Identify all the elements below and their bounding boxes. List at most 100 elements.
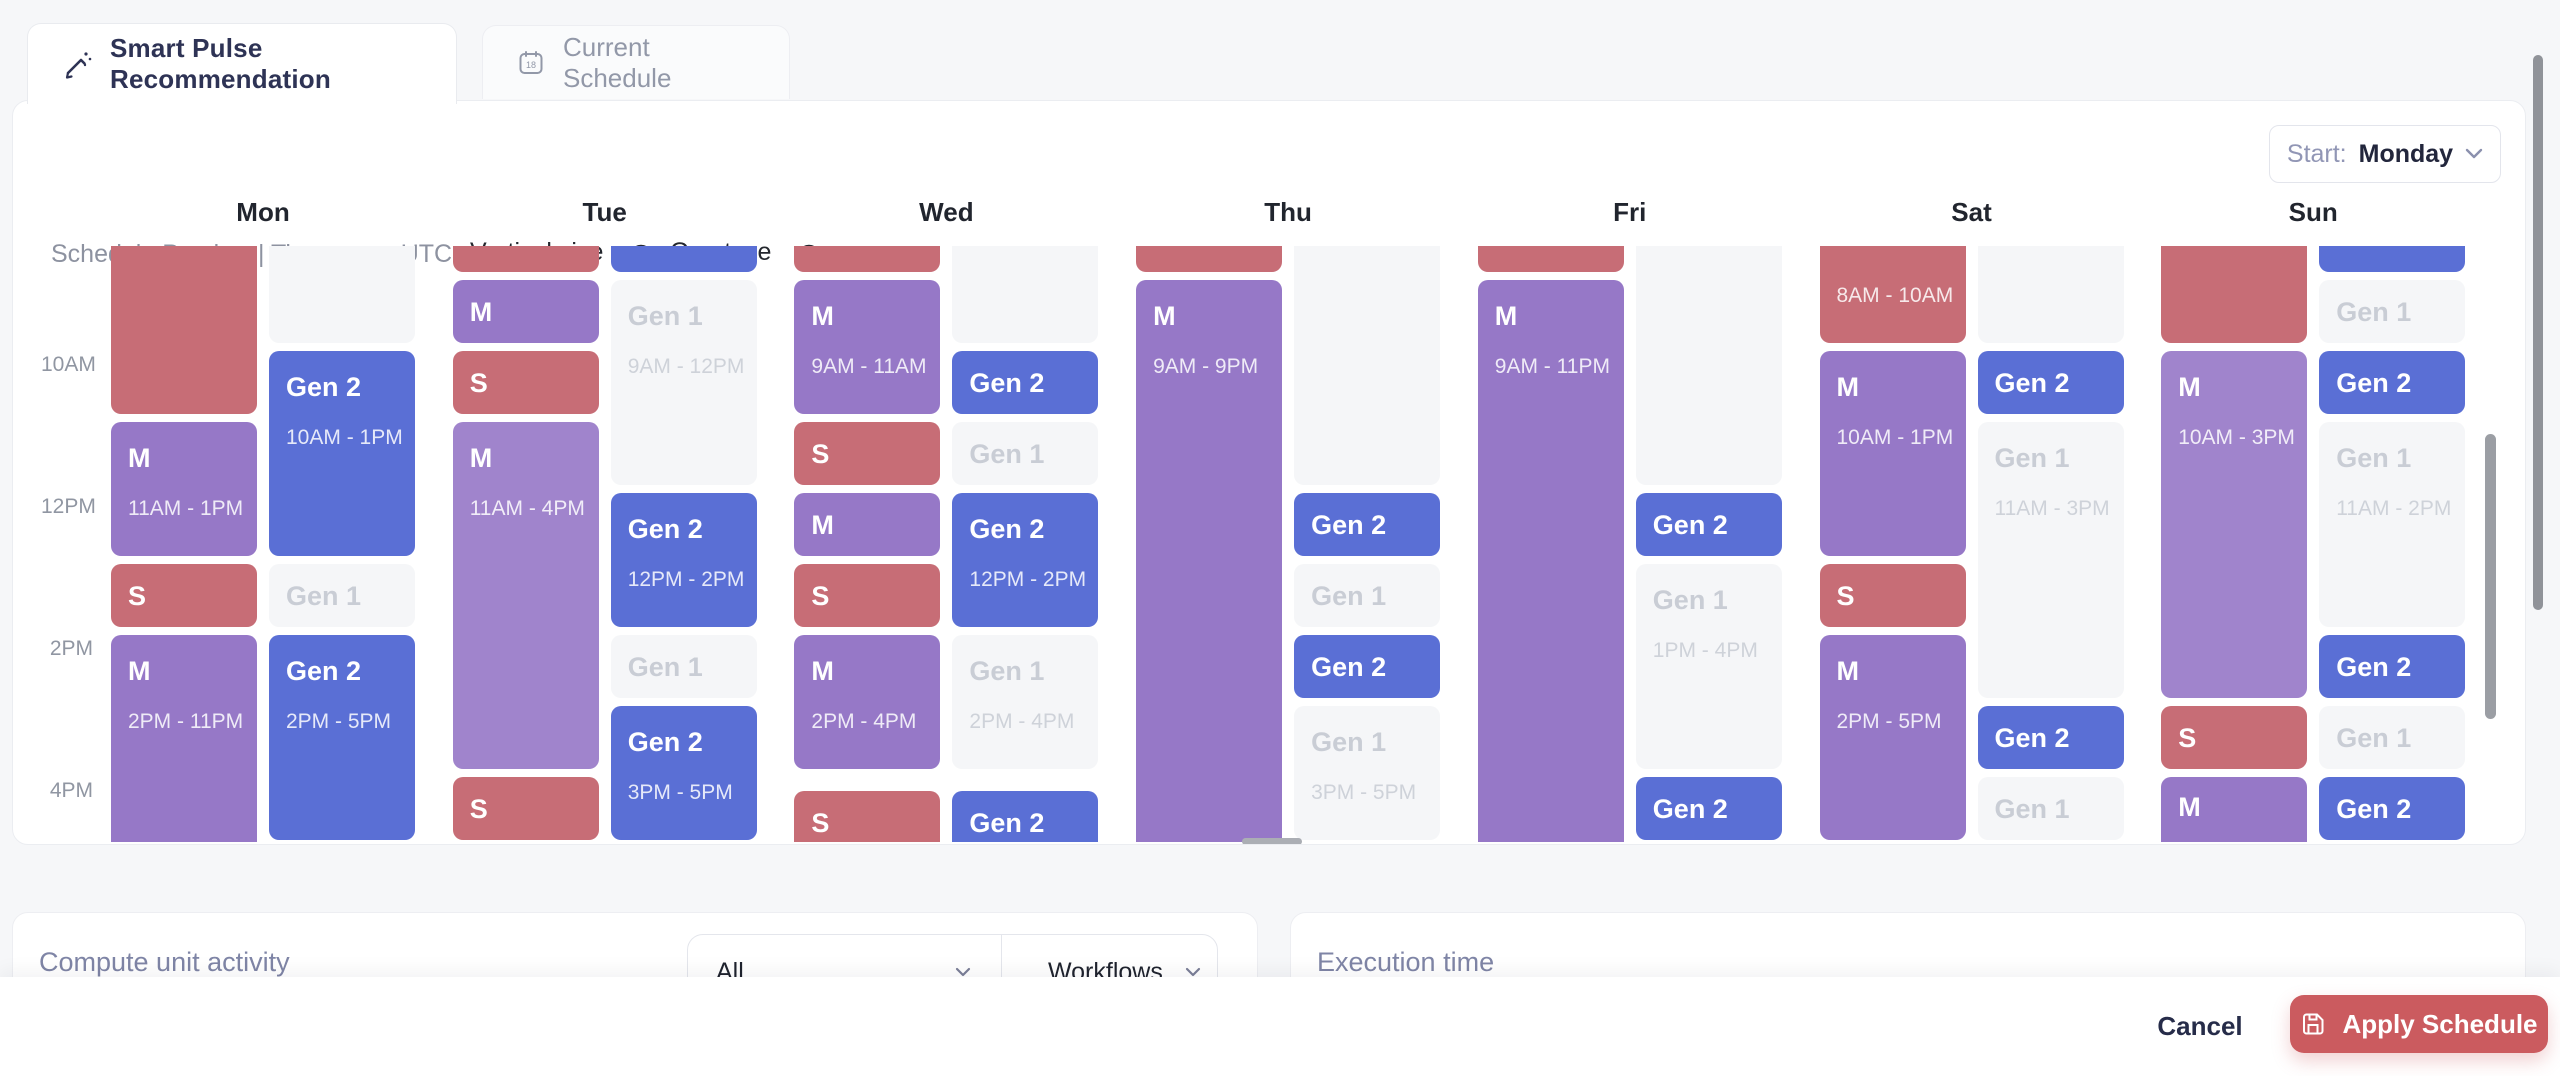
gen-block-g1[interactable]: Gen 1 9AM - 12PM: [610, 280, 757, 485]
schedule-block-m[interactable]: M 9AM - 9PM: [1136, 280, 1283, 842]
block-title: Gen 2: [286, 656, 362, 686]
schedule-block-s[interactable]: S: [111, 564, 257, 627]
block-title: S: [128, 580, 147, 611]
gen-block-g1[interactable]: Gen 1: [2319, 280, 2466, 343]
calendar-horizontal-scrollbar[interactable]: [1242, 838, 1302, 844]
block-title: Gen 1: [1994, 793, 2070, 824]
gen-block-g2[interactable]: Gen 2 3PM - 5PM: [610, 706, 757, 840]
gen-block-g1[interactable]: Gen 1 11AM - 2PM: [2319, 422, 2466, 627]
schedule-block-s[interactable]: [2161, 246, 2308, 343]
schedule-block-s[interactable]: [1477, 246, 1624, 272]
schedule-block-s[interactable]: [111, 246, 257, 414]
block-title: Gen 1: [286, 580, 362, 611]
tab-label: Smart Pulse Recommendation: [110, 33, 331, 94]
schedule-block-m[interactable]: M 10AM - 1PM: [1819, 351, 1966, 556]
block-title: Gen 2: [1994, 722, 2070, 753]
block-time-range: 12PM - 2PM: [627, 568, 745, 591]
gen-block-g2[interactable]: Gen 2: [1294, 493, 1441, 556]
schedule-block-m[interactable]: M 10AM - 3PM: [2161, 351, 2308, 698]
schedule-block-m[interactable]: M 2PM - 11PM: [111, 635, 257, 842]
block-title: M: [128, 443, 151, 473]
block-time-range: 3PM - 5PM: [1311, 781, 1417, 804]
apply-schedule-button[interactable]: Apply Schedule: [2290, 995, 2548, 1053]
schedule-block-m[interactable]: M 2PM - 4PM: [794, 635, 941, 769]
schedule-block-m[interactable]: M: [794, 493, 941, 556]
gen-block-g1[interactable]: Gen 1: [952, 422, 1099, 485]
block-title: Gen 1: [2336, 443, 2412, 473]
block-time-range: 10AM - 1PM: [286, 426, 403, 449]
magic-pen-icon: [62, 49, 92, 79]
gen-block-g1[interactable]: Gen 1: [269, 564, 415, 627]
tab-label: Current Schedule: [563, 31, 672, 93]
block-title: Gen 2: [969, 367, 1045, 398]
gen-block-g1[interactable]: Gen 1 1PM - 4PM: [1635, 564, 1782, 769]
block-title: S: [811, 438, 830, 469]
block-title: Gen 2: [286, 372, 362, 402]
schedule-block-s[interactable]: [1136, 246, 1283, 272]
gen-block-g1[interactable]: Gen 1: [610, 635, 757, 698]
schedule-block-m[interactable]: M 9AM - 11AM: [794, 280, 941, 414]
calendar-vertical-scrollbar[interactable]: [2485, 434, 2496, 719]
block-title: S: [469, 367, 488, 398]
tab-current-schedule[interactable]: 18 Current Schedule: [482, 25, 790, 99]
schedule-block-s[interactable]: [794, 246, 941, 272]
tab-smart-pulse-recommendation[interactable]: Smart Pulse Recommendation: [27, 23, 457, 104]
page-scrollbar[interactable]: [2533, 55, 2543, 610]
gen-block-g2[interactable]: [2319, 246, 2466, 272]
gen-block-g2[interactable]: Gen 2: [1635, 493, 1782, 556]
schedule-block-s[interactable]: S: [794, 564, 941, 627]
gen-block-g2[interactable]: Gen 2: [2319, 635, 2466, 698]
schedule-block-s[interactable]: S: [452, 777, 599, 840]
footer-action-bar: Cancel Apply Schedule: [0, 977, 2560, 1076]
gen-block-g2[interactable]: Gen 2: [1294, 635, 1441, 698]
schedule-block-m[interactable]: M 11AM - 4PM: [452, 422, 599, 769]
schedule-preview-panel: Schedule Preview | Time zone: UTC Vertic…: [12, 100, 2526, 845]
schedule-block-s[interactable]: 8AM - 10AM: [1819, 246, 1966, 343]
empty-slot: [1294, 246, 1441, 485]
gen-block-g1[interactable]: Gen 1 2PM - 4PM: [952, 635, 1099, 769]
schedule-block-s[interactable]: S: [452, 351, 599, 414]
block-title: S: [2178, 722, 2197, 753]
gen-block-g2[interactable]: Gen 2 10AM - 1PM: [269, 351, 415, 556]
schedule-block-s[interactable]: S: [794, 422, 941, 485]
schedule-block-s[interactable]: S: [2161, 706, 2308, 769]
gen-block-g2[interactable]: Gen 2: [1977, 351, 2124, 414]
gen-block-g2[interactable]: [610, 246, 757, 272]
gen-block-g2[interactable]: Gen 2: [2319, 777, 2466, 840]
block-time-range: 2PM - 5PM: [286, 710, 392, 733]
gen-block-g2[interactable]: Gen 2: [952, 791, 1099, 842]
schedule-block-s[interactable]: [452, 246, 599, 272]
schedule-block-m[interactable]: M 11AM - 1PM: [111, 422, 257, 556]
block-title: M: [811, 301, 834, 331]
schedule-block-s[interactable]: S: [794, 791, 941, 842]
gen-block-g1[interactable]: Gen 1: [1977, 777, 2124, 840]
block-title: Gen 2: [627, 727, 703, 757]
schedule-block-s[interactable]: S: [1819, 564, 1966, 627]
start-day-select[interactable]: Start: Monday: [2269, 125, 2501, 183]
gen-block-g2[interactable]: Gen 2: [2319, 351, 2466, 414]
gen-block-g2[interactable]: Gen 2 12PM - 2PM: [610, 493, 757, 627]
block-time-range: 2PM - 5PM: [1836, 710, 1942, 733]
gen-block-g1[interactable]: Gen 1 3PM - 5PM: [1294, 706, 1441, 840]
gen-block-g1[interactable]: Gen 1: [2319, 706, 2466, 769]
gen-block-g2[interactable]: Gen 2: [1635, 777, 1782, 840]
schedule-block-m[interactable]: M 2PM - 5PM: [1819, 635, 1966, 840]
schedule-block-m[interactable]: M: [2161, 777, 2308, 842]
block-title: Gen 2: [969, 807, 1045, 838]
gen-block-g1[interactable]: Gen 1: [1294, 564, 1441, 627]
block-title: S: [469, 793, 488, 824]
block-title: S: [1836, 580, 1855, 611]
block-time-range: 9AM - 9PM: [1153, 355, 1259, 378]
gen-block-g2[interactable]: Gen 2 12PM - 2PM: [952, 493, 1099, 627]
schedule-block-m[interactable]: M: [452, 280, 599, 343]
block-time-range: 3PM - 5PM: [627, 781, 733, 804]
gen-block-g2[interactable]: Gen 2 2PM - 5PM: [269, 635, 415, 840]
empty-slot: [269, 246, 415, 343]
gen-block-g2[interactable]: Gen 2: [952, 351, 1099, 414]
gen-block-g2[interactable]: Gen 2: [1977, 706, 2124, 769]
day-header-wed: Wed: [919, 197, 974, 227]
gen-block-g1[interactable]: Gen 1 11AM - 3PM: [1977, 422, 2124, 698]
schedule-block-m[interactable]: M 9AM - 11PM: [1477, 280, 1624, 842]
cancel-button[interactable]: Cancel: [2130, 989, 2270, 1063]
